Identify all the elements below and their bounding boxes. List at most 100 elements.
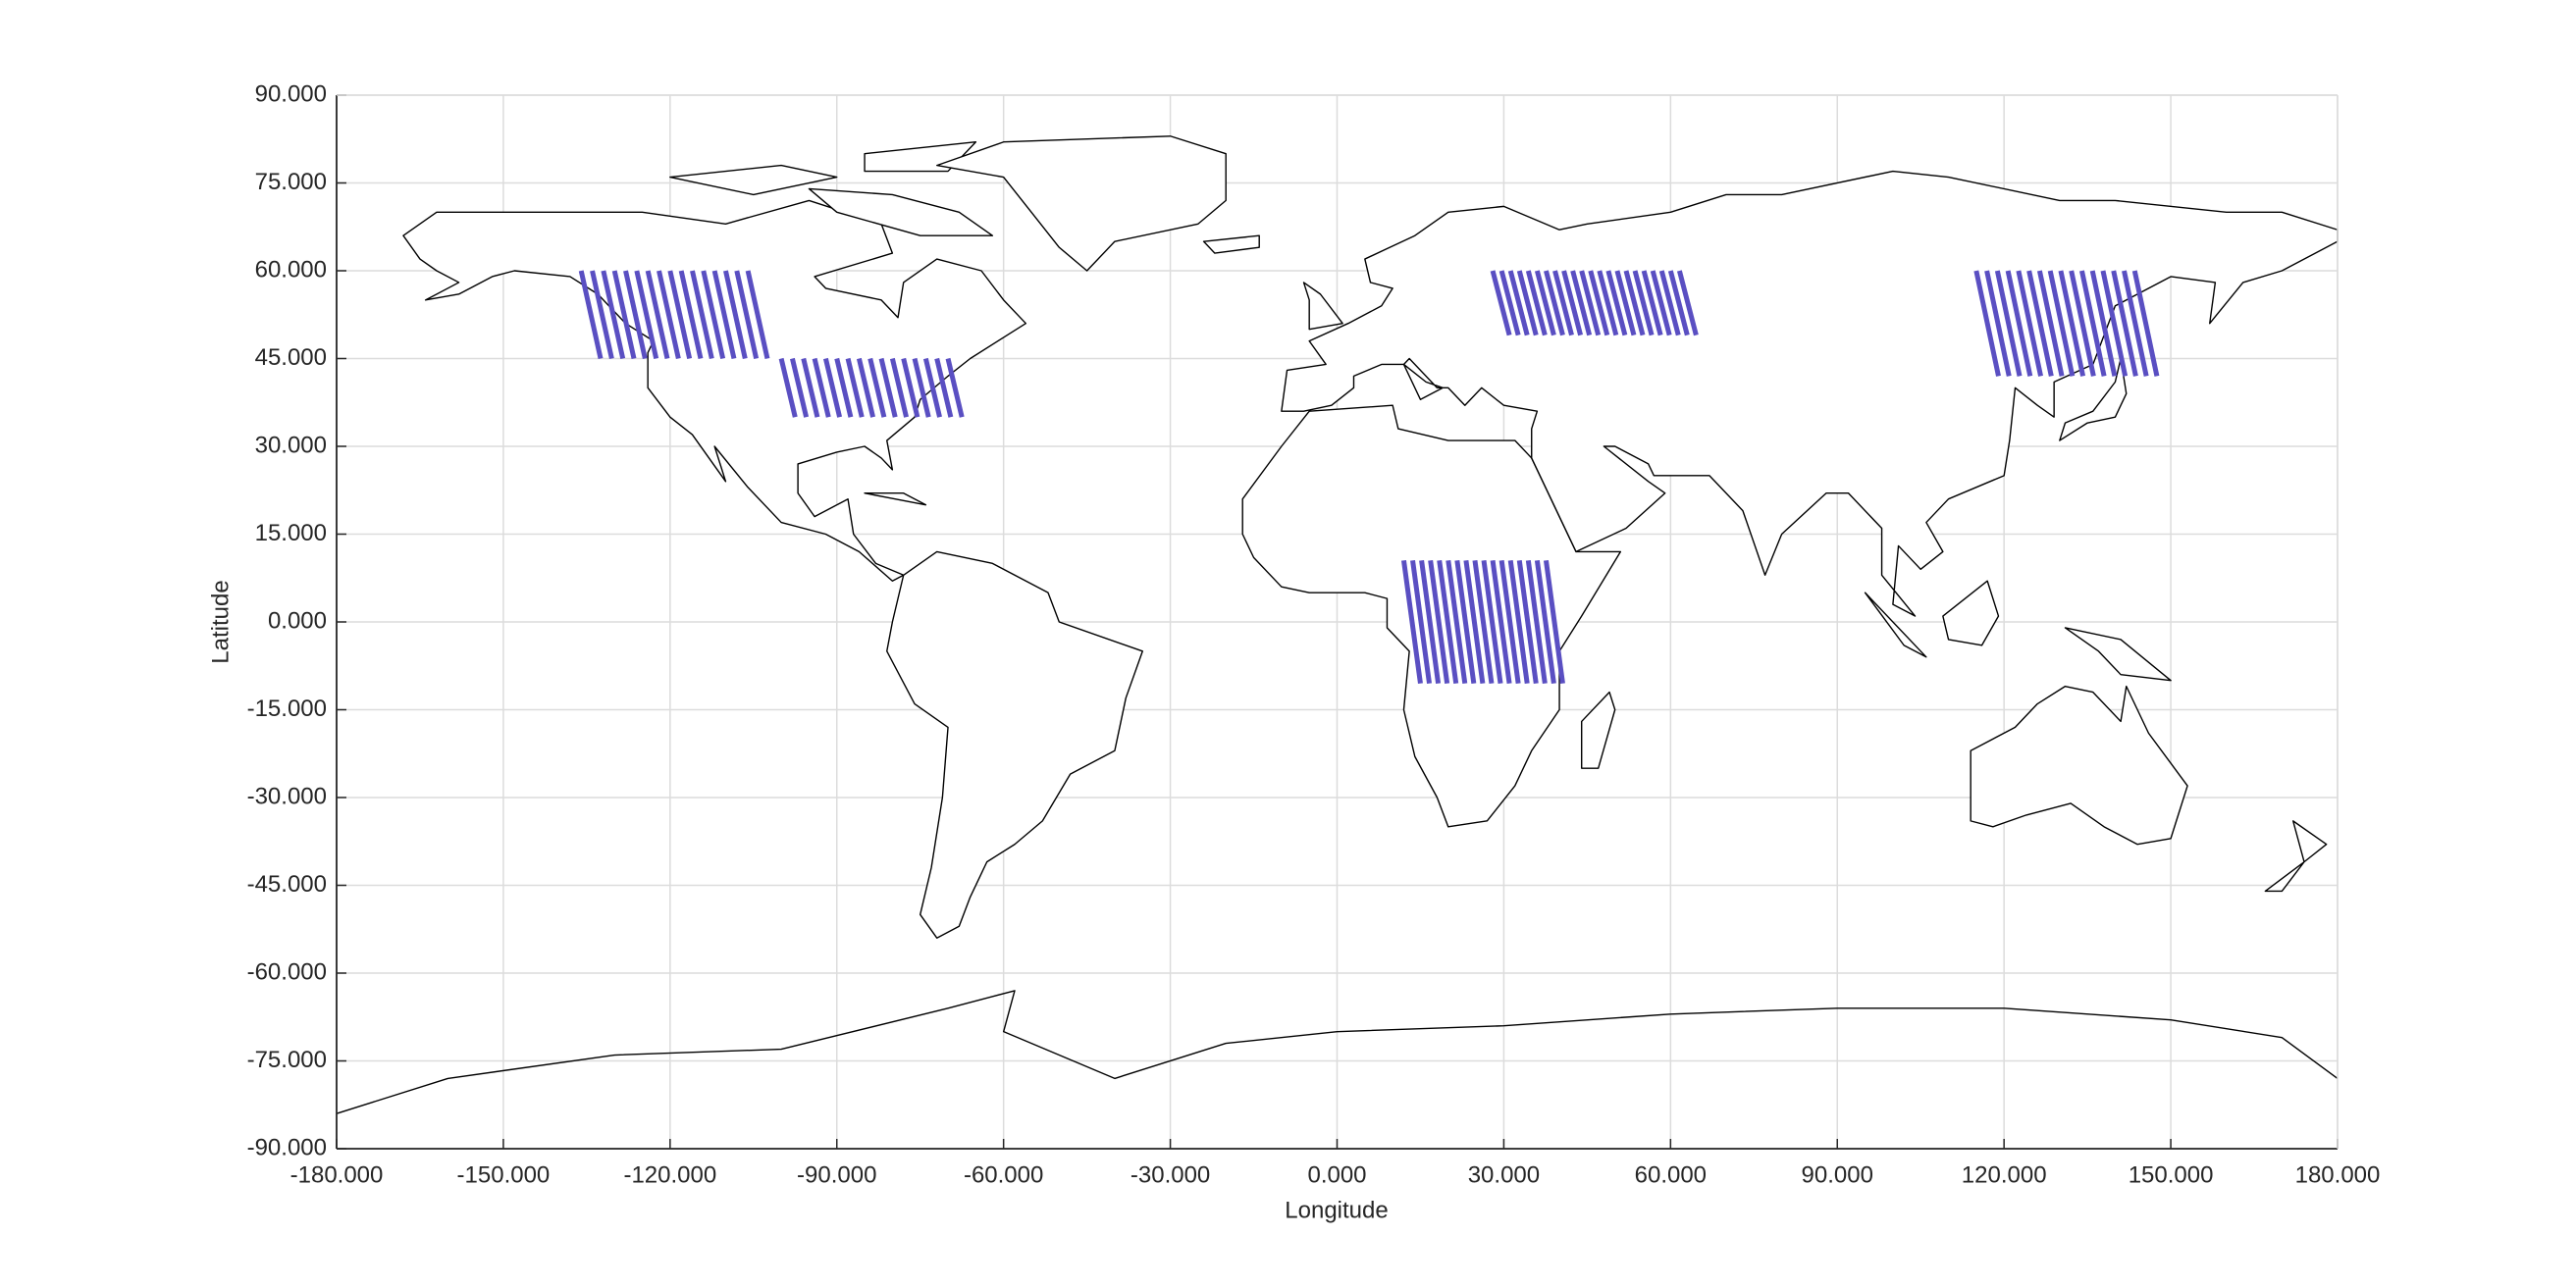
- track: [1676, 270, 1699, 336]
- y-tick-label: 60.000: [255, 256, 327, 283]
- tracks: [578, 270, 2160, 684]
- y-tick-label: -45.000: [247, 871, 327, 898]
- x-axis-label: Longitude: [1285, 1197, 1388, 1223]
- track: [1525, 270, 1548, 336]
- track: [1614, 270, 1637, 336]
- x-tick-label: 30.000: [1468, 1161, 1540, 1188]
- track: [945, 357, 965, 418]
- track: [578, 270, 604, 360]
- track: [1507, 560, 1530, 684]
- track: [1490, 270, 1512, 336]
- x-tick-label: -150.000: [457, 1161, 551, 1188]
- x-tick-label: 0.000: [1307, 1161, 1366, 1188]
- track: [889, 357, 909, 418]
- track: [845, 357, 865, 418]
- y-tick-label: 30.000: [255, 432, 327, 458]
- track: [1446, 560, 1468, 684]
- track: [734, 270, 760, 360]
- track: [856, 357, 875, 418]
- track: [912, 357, 931, 418]
- track: [1632, 270, 1655, 336]
- track: [2079, 270, 2107, 377]
- y-axis-label: Latitude: [207, 580, 234, 663]
- track: [1588, 270, 1610, 336]
- track: [745, 270, 770, 360]
- axes: -180.000 -150.000 -120.000 -90.000 -60.000 -3…: [247, 80, 2381, 1188]
- cuba: [865, 493, 925, 505]
- y-tick-label: -30.000: [247, 783, 327, 809]
- track: [934, 357, 954, 418]
- track: [2016, 270, 2043, 377]
- track: [1490, 560, 1512, 684]
- track: [2100, 270, 2129, 377]
- x-tick-label: -180.000: [290, 1161, 384, 1188]
- track: [1428, 560, 1450, 684]
- greenland: [937, 136, 1227, 271]
- track: [1597, 270, 1619, 336]
- track: [1516, 560, 1539, 684]
- track: [901, 357, 920, 418]
- track: [657, 270, 681, 360]
- track: [723, 270, 748, 360]
- track: [1507, 270, 1530, 336]
- y-tick-label: -90.000: [247, 1134, 327, 1160]
- track: [1605, 270, 1628, 336]
- track: [1472, 560, 1495, 684]
- track: [2047, 270, 2076, 377]
- track: [690, 270, 714, 360]
- x-tick-label: 120.000: [1962, 1161, 2047, 1188]
- x-tick-label: -90.000: [797, 1161, 876, 1188]
- track: [834, 357, 854, 418]
- track: [678, 270, 704, 360]
- track: [778, 357, 798, 418]
- track: [2026, 270, 2054, 377]
- track: [1552, 270, 1574, 336]
- track: [2089, 270, 2118, 377]
- iceland: [1204, 235, 1260, 253]
- antarctica: [337, 991, 2338, 1113]
- track: [1973, 270, 2001, 377]
- track: [1543, 560, 1565, 684]
- track: [1579, 270, 1602, 336]
- track: [2131, 270, 2160, 377]
- south-america: [887, 551, 1143, 938]
- track: [1650, 270, 1672, 336]
- track: [623, 270, 648, 360]
- track: [2122, 270, 2149, 377]
- track: [711, 270, 737, 360]
- y-tick-label: 15.000: [255, 520, 327, 546]
- track: [1410, 560, 1432, 684]
- track: [1984, 270, 2012, 377]
- track: [1994, 270, 2023, 377]
- track: [601, 270, 626, 360]
- great-britain: [1304, 283, 1343, 330]
- track: [1498, 270, 1521, 336]
- north-america: [403, 200, 1025, 581]
- y-tick-label: 90.000: [255, 80, 327, 107]
- track: [2005, 270, 2033, 377]
- x-tick-label: 150.000: [2129, 1161, 2214, 1188]
- track: [1570, 270, 1593, 336]
- track: [801, 357, 820, 418]
- x-tick-label: -30.000: [1130, 1161, 1210, 1188]
- track: [1623, 270, 1646, 336]
- track: [590, 270, 614, 360]
- track: [1534, 270, 1556, 336]
- australia: [1971, 687, 2187, 845]
- arctic-islands: [670, 142, 993, 235]
- track: [634, 270, 659, 360]
- track: [812, 357, 831, 418]
- track: [1544, 270, 1565, 336]
- track: [790, 357, 810, 418]
- madagascar: [1582, 693, 1615, 769]
- y-tick-label: -75.000: [247, 1047, 327, 1073]
- y-tick-label: -15.000: [247, 696, 327, 722]
- track: [1437, 560, 1459, 684]
- track: [1481, 560, 1503, 684]
- track: [701, 270, 726, 360]
- y-tick-label: 45.000: [255, 344, 327, 371]
- track: [667, 270, 693, 360]
